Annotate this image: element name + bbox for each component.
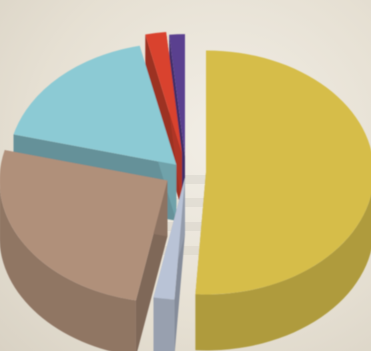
pie-slice-3-top — [0, 150, 168, 301]
pie-slice-3 — [0, 150, 168, 351]
pie-slice-6-top — [169, 34, 185, 157]
pie-slice-2-side — [153, 297, 175, 351]
slices-group — [0, 32, 371, 351]
pie-slice-4-top — [13, 45, 177, 165]
pie-slice-2 — [153, 177, 185, 351]
pie-slice-1 — [195, 50, 371, 351]
pie-slice-1-side — [195, 195, 371, 351]
pie-slice-3-side — [0, 190, 136, 351]
pie-slice-2-top — [153, 177, 185, 300]
pie-slice-1-top — [195, 50, 371, 295]
pie-slice-5-top — [145, 32, 182, 154]
